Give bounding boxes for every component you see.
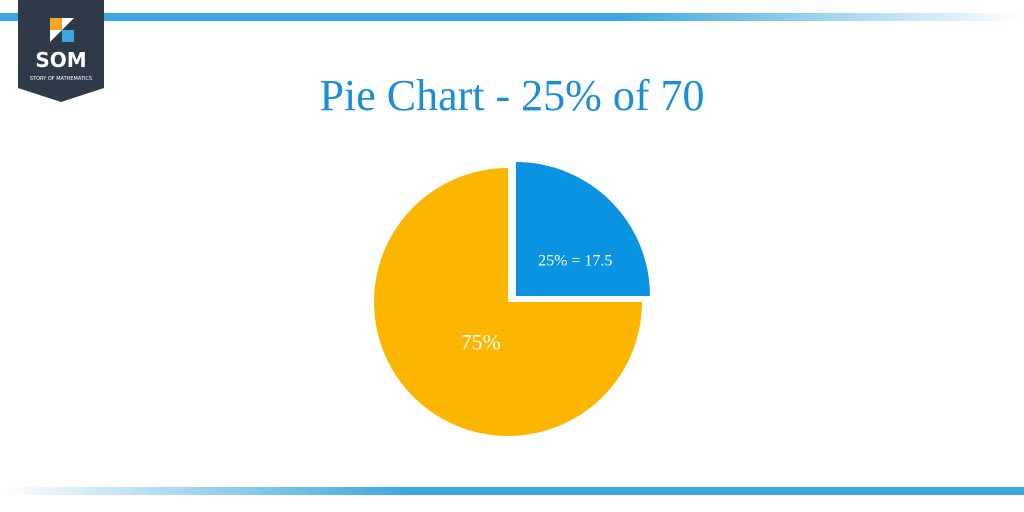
slice-label: 75% [460,329,500,354]
logo-badge [18,0,104,102]
logo: SOM STORY OF MATHEMATICS [18,0,104,102]
logo-name: SOM [35,48,86,72]
logo-icon [50,18,62,30]
slice-label: 25% = 17.5 [538,252,612,269]
pie-slice [374,168,642,436]
logo-icon [62,30,74,42]
pie-slice [516,162,650,296]
chart-title: Pie Chart - 25% of 70 [320,71,705,120]
top-stripe [0,13,1024,21]
bottom-stripe [0,487,1024,495]
logo-icon [50,30,62,42]
logo-icon [62,18,74,30]
logo-tagline: STORY OF MATHEMATICS [30,76,92,82]
